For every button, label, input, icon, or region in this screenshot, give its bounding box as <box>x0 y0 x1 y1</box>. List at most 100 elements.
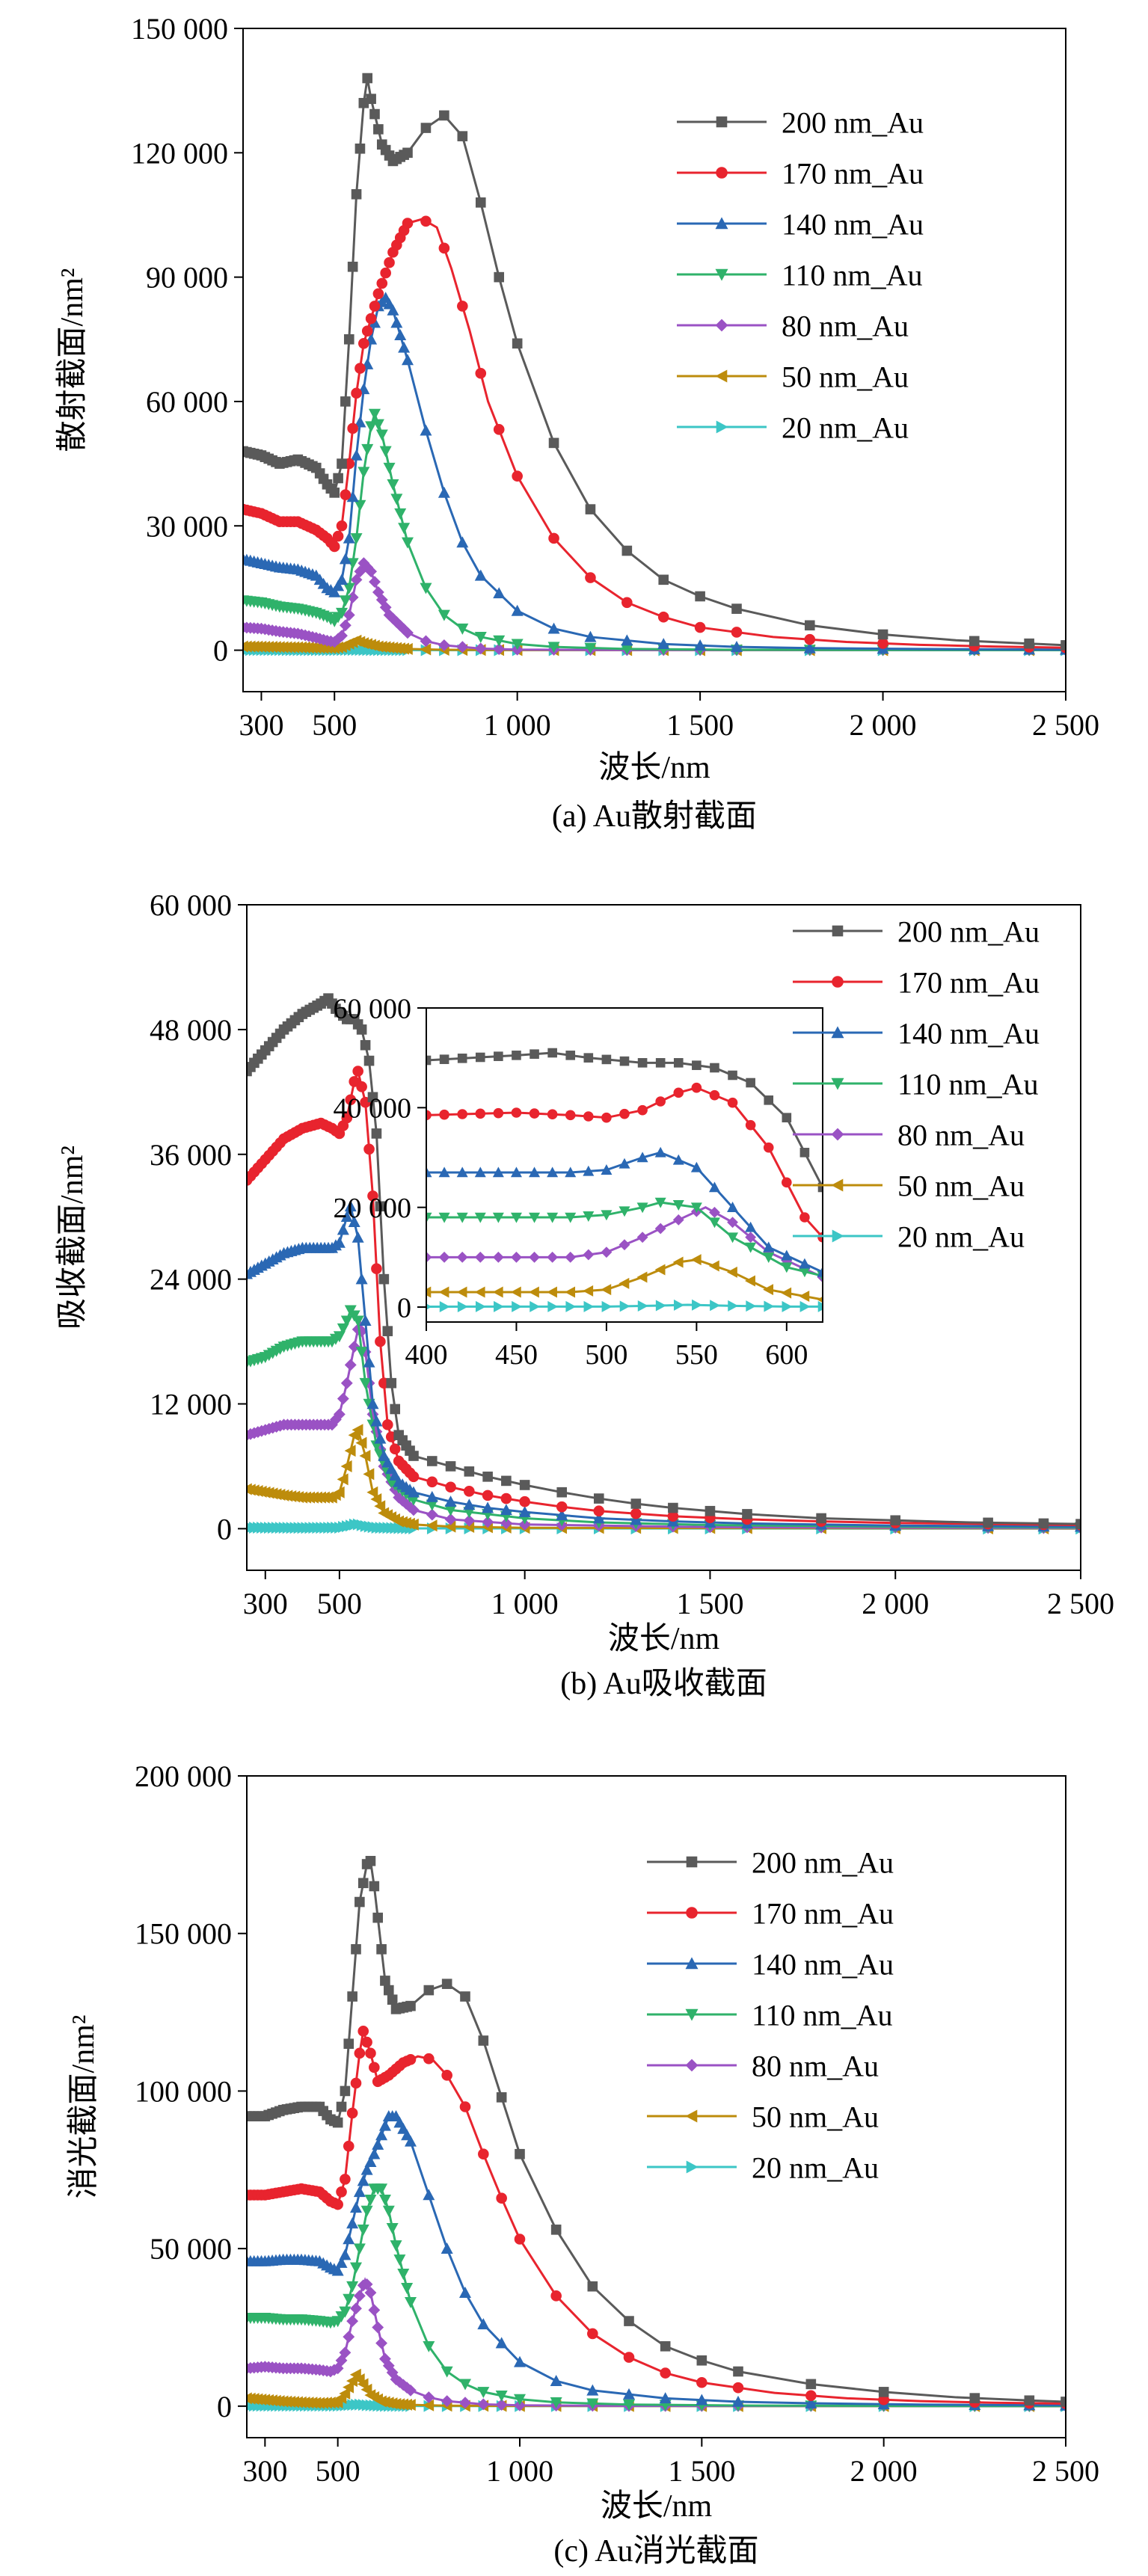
panel-c-series-200nm-au-point <box>376 1943 387 1955</box>
panel-b-series-200nm-au-point <box>890 1515 901 1526</box>
panel-a-x-axis-label: 波长/nm <box>598 751 710 785</box>
panel-c-legend-marker <box>685 2059 699 2072</box>
panel-c-series-200nm-au-point <box>460 1991 470 2002</box>
panel-b-inset-series-110nm-au-point <box>601 1210 613 1221</box>
panel-b-x-tick-label: 300 <box>243 1587 288 1620</box>
panel-a-series-140nm-au-point <box>394 329 407 341</box>
panel-c-series-140nm-au-point <box>550 2375 562 2386</box>
panel-b-inset-series-80nm-au-point <box>565 1251 577 1263</box>
panel-b-inset-series-50nm-au-point <box>474 1286 485 1298</box>
panel-c-series-170nm-au-point <box>459 2101 471 2112</box>
panel-a-series-110nm-au-point <box>511 639 524 651</box>
panel-a-series-80nm-au-point <box>493 643 506 655</box>
panel-b-series-110nm-au-point <box>352 1315 364 1327</box>
panel-b-inset-series-50nm-au-point <box>654 1264 666 1276</box>
panel-b-y-tick-label: 48 000 <box>150 1013 232 1047</box>
panel-a-legend-label: 110 nm_Au <box>782 258 923 292</box>
panel-c-series-110nm-au-point <box>622 2399 636 2411</box>
panel-c-legend-label: 200 nm_Au <box>752 1845 894 1879</box>
panel-b-series-140nm-au-point <box>426 1490 438 1502</box>
panel-c-series-80nm-au-point <box>477 2398 490 2411</box>
panel-b-inset-series-50nm-au-point <box>690 1254 702 1266</box>
panel-b-series-200nm-au-point <box>386 1377 397 1389</box>
panel-b-inset-series-110nm-au-point <box>745 1242 757 1253</box>
panel-b-inset-series-20nm-au-point <box>764 1300 775 1312</box>
panel-b-series-140nm-au-point <box>333 1236 346 1248</box>
panel-a-series-110nm-au-point <box>493 635 506 647</box>
panel-a-y-tick-label: 150 000 <box>131 12 228 46</box>
panel-a-y-tick-label: 120 000 <box>131 136 228 170</box>
panel-a-series-200nm-au-point <box>343 333 354 345</box>
panel-a-x-tick-label: 300 <box>239 708 283 742</box>
panel-c-series-200nm-au-point <box>340 2085 351 2097</box>
panel-b-legend-label: 50 nm_Au <box>897 1169 1025 1202</box>
panel-b-inset-series-80nm-au-point <box>547 1251 559 1263</box>
panel-c-series-140nm-au-point <box>357 2174 369 2186</box>
panel-b-inset-series-50nm-au-point <box>618 1277 630 1289</box>
panel-a-legend-label: 80 nm_Au <box>782 309 909 342</box>
panel-b-inset-series-110nm-au-point <box>690 1202 702 1214</box>
panel-a-series-140nm-au-point <box>354 416 366 428</box>
panel-b-frame-top <box>246 904 1081 1571</box>
panel-b-inset-x-tick-label: 550 <box>675 1339 718 1371</box>
panel-c-series-200nm-au-point <box>372 1912 384 1923</box>
panel-a-series-80nm-au-point <box>456 641 469 654</box>
panel-b-inset-series-170nm-au-point <box>511 1107 522 1118</box>
panel-c-series-170nm-au-point <box>405 2053 417 2065</box>
panel-a-series-group <box>243 73 1066 657</box>
panel-a-series-140nm-au-point <box>803 642 816 654</box>
panel-c-series-170nm-au-point <box>332 2198 343 2210</box>
panel-b-series-110nm-au-point <box>355 1347 368 1359</box>
panel-b-series-200nm-au-point <box>556 1487 568 1498</box>
panel-c-y-axis-label: 消光截面/nm² <box>67 2015 101 2199</box>
panel-a-series-170nm-au-line <box>243 218 1066 649</box>
panel-c-series-140nm-au-point <box>696 2394 708 2406</box>
panel-a-series-110nm-au-point <box>343 582 355 594</box>
panel-b-inset-series-20nm-au-point <box>637 1300 648 1312</box>
panel-c-series-170nm-au-point <box>696 2376 707 2388</box>
panel-b-inset-series-50nm-au-point <box>763 1284 774 1296</box>
panel-b-series-80nm-au-point <box>408 1504 420 1516</box>
panel-a-series-110nm-au-point <box>350 533 363 545</box>
panel-b-inset-series-110nm-au-point <box>565 1212 577 1223</box>
panel-c-series-200nm-au-point <box>550 2225 562 2235</box>
panel-b-inset-series-50nm-au-point <box>601 1284 612 1296</box>
panel-a-series-200nm-au-point <box>439 110 449 121</box>
panel-c-series-110nm-au-point <box>382 2205 395 2217</box>
panel-a-series-110nm-au-point <box>390 494 403 505</box>
panel-c-series-140nm-au-point <box>360 2163 373 2175</box>
panel-c-series-80nm-au-point <box>343 2331 355 2343</box>
panel-b-series-110nm-au-point <box>337 1323 349 1335</box>
panel-a-series-110nm-au-point <box>379 446 392 458</box>
panel-b-series-140nm-au-point <box>348 1216 360 1227</box>
panel-b-series-80nm-au-point <box>444 1513 457 1525</box>
panel-c-legend-marker <box>686 1856 698 1868</box>
panel-c-series-80nm-au-point <box>372 2321 384 2334</box>
panel-c-series-110nm-au-point <box>378 2195 391 2206</box>
panel-c-series-110nm-au-point <box>495 2390 508 2402</box>
panel-b-series-200nm-au-point <box>390 1404 401 1415</box>
panel-c-series-110nm-au-point <box>364 2195 377 2206</box>
panel-c-series-200nm-au-line <box>247 1858 1066 2403</box>
panel-c-series-110nm-au-point <box>375 2183 388 2195</box>
panel-a-series-110nm-au-point <box>474 632 487 643</box>
panel-c-series-140nm-au-point <box>477 2318 490 2330</box>
panel-a-series-140nm-au-point <box>350 449 363 461</box>
panel-c-series-80nm-au-point <box>514 2399 526 2411</box>
panel-b-inset-series-170nm-au-point <box>745 1119 756 1131</box>
panel-c-series-140nm-au-point <box>339 2248 352 2260</box>
panel-c-series-170nm-au-point <box>354 2047 366 2059</box>
panel-b-y-tick-label: 60 000 <box>150 888 232 922</box>
panel-b-series-170nm-au-point <box>500 1493 512 1504</box>
panel-b-inset-series-200nm-au-point <box>746 1078 755 1088</box>
panel-a-series-110nm-au-point <box>398 523 411 535</box>
panel-b-inset-series-170nm-au-point <box>709 1089 720 1101</box>
panel-a-x-tick-label: 1 500 <box>666 708 734 742</box>
panel-c-series-80nm-au-point <box>364 2287 377 2299</box>
panel-c-series-200nm-au-point <box>343 2038 354 2050</box>
panel-b-inset-series-200nm-au-point <box>728 1070 737 1080</box>
panel-c-legend-label: 80 nm_Au <box>752 2049 879 2082</box>
panel-a-series-140nm-au-point <box>438 486 450 498</box>
panel-a-series-140nm-au-point <box>328 585 341 597</box>
panel-a-x-tick-label: 1 000 <box>484 708 551 742</box>
